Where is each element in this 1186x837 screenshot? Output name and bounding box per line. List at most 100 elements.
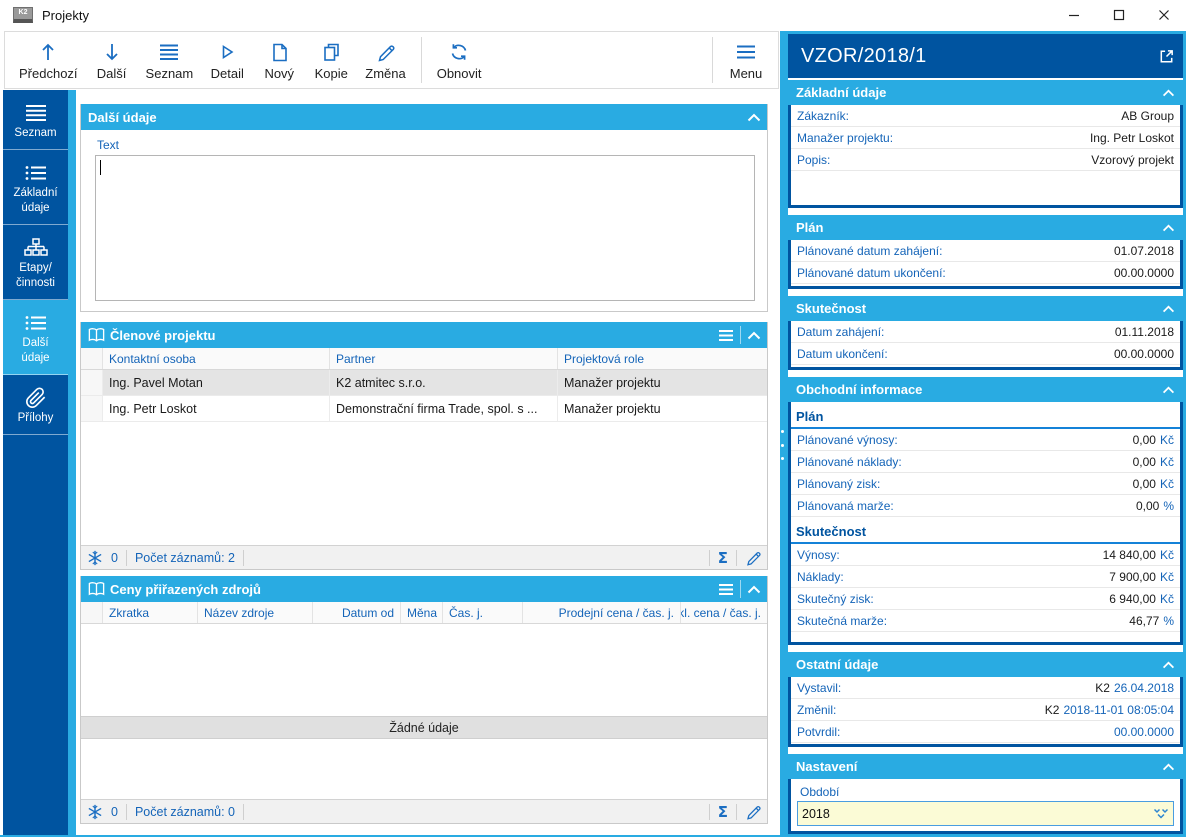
next-label: Další [96,66,127,81]
column-header[interactable]: Čas. j. [443,602,523,623]
sidebar-label: Další [22,336,49,349]
refresh-button[interactable]: Obnovit [429,34,490,86]
column-header[interactable]: Měna [401,602,443,623]
sidebar-label: činnosti [16,276,55,289]
sidebar-item-seznam[interactable]: Seznam [3,90,68,150]
prices-panel: Ceny přiřazených zdrojů Zkratka Název zd… [80,576,768,824]
collapse-chevron-icon[interactable] [747,585,761,594]
period-combobox[interactable] [797,801,1174,826]
edit-pencil-icon[interactable] [745,804,761,820]
column-header[interactable]: Datum od [313,602,401,623]
arrow-down-icon [104,39,120,65]
edit-pencil-icon[interactable] [745,550,761,566]
row-label: Datum ukončení: [797,346,888,361]
collapse-chevron-icon[interactable] [1162,661,1175,669]
row-unit: % [1163,613,1174,628]
previous-button[interactable]: Předchozí [11,34,86,86]
section-header: Skutečnost [788,296,1183,321]
row-label: Plánované náklady: [797,454,902,469]
minimize-icon [1068,14,1079,17]
minimize-button[interactable] [1051,0,1096,30]
row-gutter [81,602,103,623]
row-label: Plánovaný zisk: [797,476,881,491]
filter-asterisk-icon[interactable] [87,804,103,820]
detail-row: Plánované datum ukončení: 00.00.0000 [791,262,1180,284]
column-header[interactable]: Kontaktní osoba [103,348,330,369]
table-empty-area [81,422,767,545]
refresh-icon [450,39,468,65]
edit-label: Změna [365,66,406,81]
pencil-icon [376,39,395,65]
section-other: Ostatní údaje Vystavil: K2 26.04.2018 Změ… [788,652,1183,747]
sum-icon[interactable]: Σ [717,802,728,821]
previous-label: Předchozí [19,66,78,81]
column-header[interactable]: Zkratka [103,602,198,623]
grid-menu-icon[interactable] [718,329,734,342]
collapse-chevron-icon[interactable] [1162,386,1175,394]
filter-asterisk-icon[interactable] [87,550,103,566]
section-title: Ostatní údaje [796,657,879,672]
detail-list-icon [5,160,66,186]
close-icon [1158,10,1169,20]
org-chart-icon [5,235,66,261]
table-row[interactable]: Ing. Petr Loskot Demonstrační firma Trad… [81,396,767,422]
column-header[interactable]: Nákl. cena / čas. j. [681,605,761,620]
row-label: Plánované výnosy: [797,432,898,447]
prices-panel-title: Ceny přiřazených zdrojů [110,581,261,597]
collapse-chevron-icon[interactable] [747,113,761,122]
row-date: 2018-11-01 08:05:04 [1063,702,1174,717]
period-input[interactable] [798,806,1149,821]
edit-button[interactable]: Změna [357,34,413,86]
sum-icon[interactable]: Σ [717,548,728,567]
sidebar-label: Etapy/ [19,261,52,274]
grid-menu-icon[interactable] [718,583,734,596]
collapse-chevron-icon[interactable] [1162,89,1175,97]
copy-button[interactable]: Kopie [305,34,357,86]
sidebar-item-etapy-cinnosti[interactable]: Etapy/ činnosti [3,225,68,300]
section-header: Ostatní údaje [788,652,1183,677]
open-external-icon[interactable] [1158,48,1175,65]
prices-panel-header: Ceny přiřazených zdrojů [81,576,767,602]
collapse-chevron-icon[interactable] [747,331,761,340]
row-unit: Kč [1159,432,1174,447]
column-header[interactable]: Partner [330,348,558,369]
detail-header: VZOR/2018/1 [788,34,1183,78]
cell-kontaktni-osoba: Ing. Pavel Motan [103,370,330,395]
menu-button[interactable]: Menu [720,34,772,86]
copy-icon [322,39,341,65]
header-separator [740,326,741,344]
column-header[interactable]: Projektová role [564,351,645,366]
next-button[interactable]: Další [86,34,138,86]
footer-separator [125,803,127,820]
collapse-chevron-icon[interactable] [1162,224,1175,232]
cell-partner: K2 atmitec s.r.o. [330,370,558,395]
footer-separator [708,803,710,820]
column-header[interactable]: Název zdroje [198,602,313,623]
column-header[interactable]: Prodejní cena / čas. j. [523,602,681,623]
table-row[interactable]: Ing. Pavel Motan K2 atmitec s.r.o. Manaž… [81,370,767,396]
row-value: 00.00.0000 [1113,346,1174,361]
text-field[interactable] [95,155,755,301]
row-value: 01.07.2018 [1113,243,1174,258]
detail-button[interactable]: Detail [201,34,253,86]
row-label: Plánované datum zahájení: [797,243,943,258]
new-button[interactable]: Nový [253,34,305,86]
detail-row: Manažer projektu: Ing. Petr Loskot [791,127,1180,149]
collapse-chevron-icon[interactable] [1162,305,1175,313]
subsection-title: Plán [791,402,1180,429]
sidebar-item-prilohy[interactable]: Přílohy [3,375,68,435]
collapse-chevron-icon[interactable] [1162,763,1175,771]
sidebar-item-zakladni-udaje[interactable]: Základní údaje [3,150,68,225]
members-panel: Členové projektu Kontaktní osoba Partner… [80,322,768,570]
close-button[interactable] [1141,0,1186,30]
detail-row: Datum zahájení: 01.11.2018 [791,321,1180,343]
list-icon [159,39,179,65]
list-button[interactable]: Seznam [138,34,202,86]
copy-label: Kopie [314,66,348,81]
splitter-handle[interactable] [781,430,785,460]
sidebar-item-dalsi-udaje[interactable]: Další údaje [3,299,68,375]
dropdown-chevrons-icon[interactable] [1149,802,1173,825]
members-panel-header: Členové projektu [81,322,767,348]
maximize-button[interactable] [1096,0,1141,30]
